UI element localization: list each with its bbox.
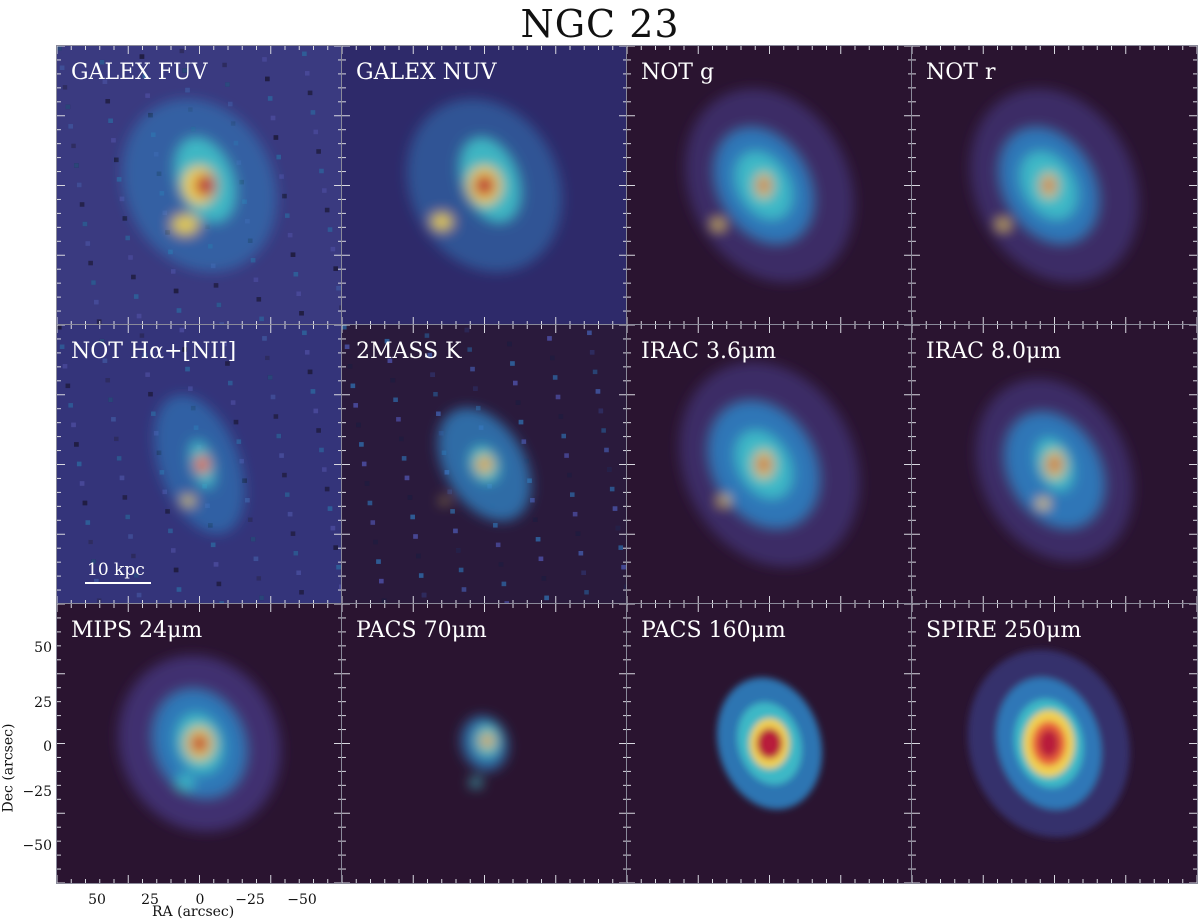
galaxy-image — [627, 604, 912, 883]
panel-label: GALEX NUV — [356, 60, 497, 85]
image-panel: GALEX NUV — [341, 45, 628, 326]
x-tick-label: 0 — [195, 892, 205, 908]
figure-title: NGC 23 — [520, 2, 680, 46]
x-tick-label: −50 — [287, 892, 317, 908]
panel-label: SPIRE 250μm — [926, 618, 1082, 643]
y-tick-label: 0 — [43, 739, 52, 755]
image-panel: NOT r — [911, 45, 1198, 326]
image-panel: GALEX FUV — [56, 45, 343, 326]
galaxy-image — [57, 325, 342, 604]
image-panel: PACS 70μm — [341, 603, 628, 884]
image-panel: NOT g — [626, 45, 913, 326]
panel-label: NOT g — [641, 60, 715, 85]
panel-label: IRAC 8.0μm — [926, 339, 1062, 364]
image-panel: NOT Hα+[NII] 10 kpc — [56, 324, 343, 605]
galaxy-image — [57, 604, 342, 883]
panel-label: PACS 70μm — [356, 618, 487, 643]
galaxy-image — [342, 325, 627, 604]
image-panel: 2MASS K — [341, 324, 628, 605]
panel-label: IRAC 3.6μm — [641, 339, 777, 364]
panel-label: NOT r — [926, 60, 996, 85]
x-tick-label: 50 — [88, 892, 106, 908]
y-axis-label: Dec (arcsec) — [0, 723, 17, 813]
galaxy-image — [342, 46, 627, 325]
galaxy-image — [342, 604, 627, 883]
y-tick-label: 50 — [34, 640, 52, 656]
galaxy-image — [627, 46, 912, 325]
galaxy-image — [57, 46, 342, 325]
panel-label: GALEX FUV — [71, 60, 208, 85]
y-tick-label: 25 — [34, 695, 52, 711]
image-panel: SPIRE 250μm — [911, 603, 1198, 884]
x-tick-label: −25 — [235, 892, 265, 908]
panel-label: 2MASS K — [356, 339, 462, 364]
image-panel: MIPS 24μm — [56, 603, 343, 884]
x-axis-label: RA (arcsec) — [152, 904, 235, 920]
panel-label: MIPS 24μm — [71, 618, 203, 643]
scale-bar-line — [85, 582, 151, 584]
image-panel: PACS 160μm — [626, 603, 913, 884]
image-panel: IRAC 8.0μm — [911, 324, 1198, 605]
galaxy-image — [912, 325, 1197, 604]
image-panel: IRAC 3.6μm — [626, 324, 913, 605]
galaxy-image — [912, 604, 1197, 883]
y-tick-label: −25 — [22, 784, 52, 800]
y-tick-label: −50 — [22, 838, 52, 854]
galaxy-image — [912, 46, 1197, 325]
panel-label: NOT Hα+[NII] — [71, 339, 237, 364]
galaxy-image — [627, 325, 912, 604]
scale-bar-label: 10 kpc — [87, 560, 145, 580]
panel-label: PACS 160μm — [641, 618, 786, 643]
x-tick-label: 25 — [141, 892, 159, 908]
